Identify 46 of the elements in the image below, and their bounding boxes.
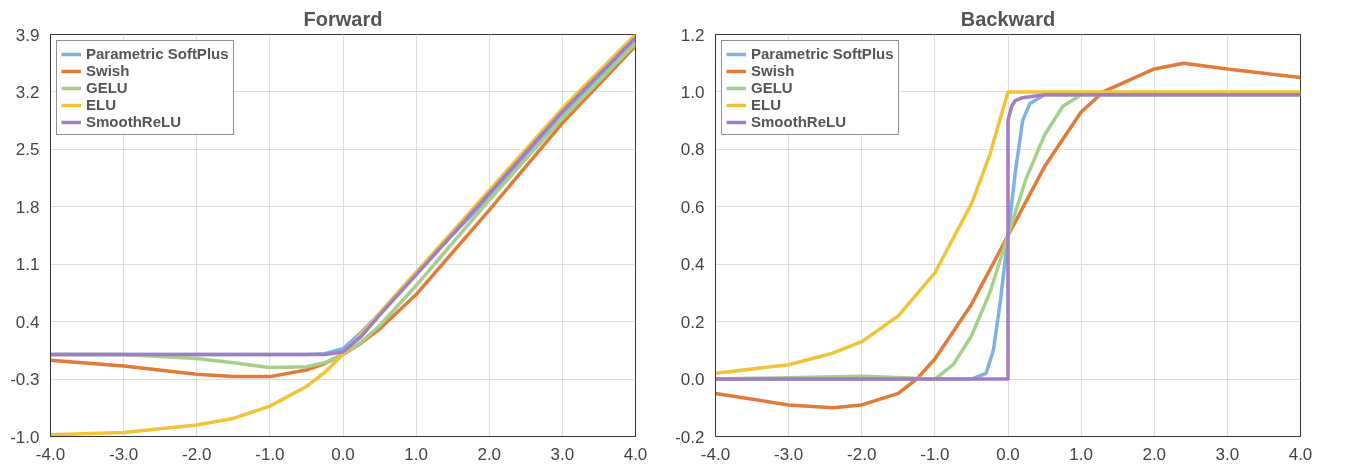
legend-label: Swish: [86, 62, 130, 79]
y-tick-label: 0.4: [680, 255, 705, 275]
x-tick-label: -3.0: [108, 444, 139, 464]
x-tick-label: -3.0: [773, 444, 804, 464]
x-tick-label: -2.0: [847, 444, 877, 464]
y-tick-label: 1.2: [680, 25, 705, 45]
x-tick-label: 2.0: [477, 444, 502, 464]
y-tick-label: 0.0: [680, 370, 705, 390]
y-tick-label: -1.0: [10, 427, 40, 447]
x-tick-label: 2.0: [1142, 444, 1167, 464]
x-tick-label: -4.0: [700, 444, 731, 464]
legend-label: Parametric SoftPlus: [751, 45, 894, 62]
y-tick-label: 0.2: [680, 312, 705, 332]
x-tick-label: -1.0: [920, 444, 950, 464]
chart-title: Backward: [960, 7, 1056, 30]
x-tick-label: 3.0: [1215, 444, 1240, 464]
y-tick-label: -0.3: [10, 370, 40, 390]
x-tick-label: 4.0: [1288, 444, 1313, 464]
y-tick-label: 0.6: [680, 197, 705, 217]
y-tick-label: 3.2: [15, 82, 40, 102]
y-tick-label: 1.1: [15, 255, 40, 275]
y-tick-label: -0.2: [675, 427, 705, 447]
x-tick-label: 1.0: [1069, 444, 1093, 464]
legend-label: GELU: [86, 79, 128, 96]
y-tick-label: 3.9: [15, 25, 40, 45]
chart-title: Forward: [303, 7, 383, 30]
legend-label: Parametric SoftPlus: [86, 45, 229, 62]
y-tick-label: 1.0: [680, 82, 705, 102]
x-tick-label: 4.0: [623, 444, 648, 464]
legend-label: Swish: [751, 62, 795, 79]
y-tick-label: 0.4: [15, 312, 40, 332]
x-tick-label: -2.0: [182, 444, 212, 464]
legend-label: ELU: [86, 96, 116, 113]
legend-label: SmoothReLU: [86, 113, 181, 130]
x-tick-label: -1.0: [255, 444, 285, 464]
y-tick-label: 2.5: [15, 140, 40, 160]
x-tick-label: 3.0: [550, 444, 575, 464]
x-tick-label: -4.0: [35, 444, 66, 464]
x-tick-label: 1.0: [404, 444, 428, 464]
y-tick-label: 0.8: [680, 140, 705, 160]
legend-label: ELU: [751, 96, 781, 113]
x-tick-label: 0.0: [996, 444, 1020, 464]
x-tick-label: 0.0: [331, 444, 355, 464]
y-tick-label: 1.8: [15, 197, 40, 217]
legend-label: GELU: [751, 79, 793, 96]
legend-label: SmoothReLU: [751, 113, 846, 130]
